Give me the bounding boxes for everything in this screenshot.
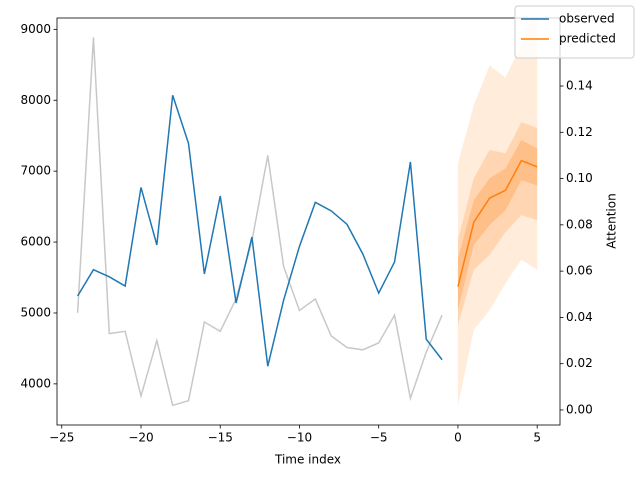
y2-tick-label: 0.10 [566,171,593,185]
legend-label: observed [559,12,615,26]
y2-tick-label: 0.04 [566,310,593,324]
y-tick-label: 5000 [20,305,51,319]
quantile-band [457,18,538,406]
y2-tick-label: 0.06 [566,264,593,278]
x-tick-label: −25 [49,431,74,445]
x-tick-label: −20 [128,431,153,445]
y2-tick-label: 0.00 [566,402,593,416]
y2-axis-label: Attention [605,193,619,248]
y-tick-label: 6000 [20,235,51,249]
y-tick-label: 7000 [20,164,51,178]
plot-frame [56,17,561,426]
quantile-band [457,122,538,326]
y2-tick-label: 0.08 [566,217,593,231]
series-line [457,159,538,287]
y2-tick-label: 0.02 [566,356,593,370]
attention-line [76,37,443,407]
y2-tick-label: 0.14 [566,79,593,93]
plot-area [76,18,538,407]
y-tick-label: 8000 [20,93,51,107]
x-tick-label: −15 [208,431,233,445]
y-tick-label: 4000 [20,376,51,390]
x-tick-label: −5 [370,431,388,445]
y2-tick-label: 0.12 [566,125,593,139]
quantile-band [457,139,538,311]
x-tick-label: 5 [533,431,541,445]
series-line [76,95,443,367]
y-tick-label: 9000 [20,22,51,36]
x-axis-label: Time index [274,453,341,467]
x-tick-label: 0 [454,431,462,445]
x-tick-label: −10 [287,431,312,445]
legend-label: predicted [559,32,616,46]
